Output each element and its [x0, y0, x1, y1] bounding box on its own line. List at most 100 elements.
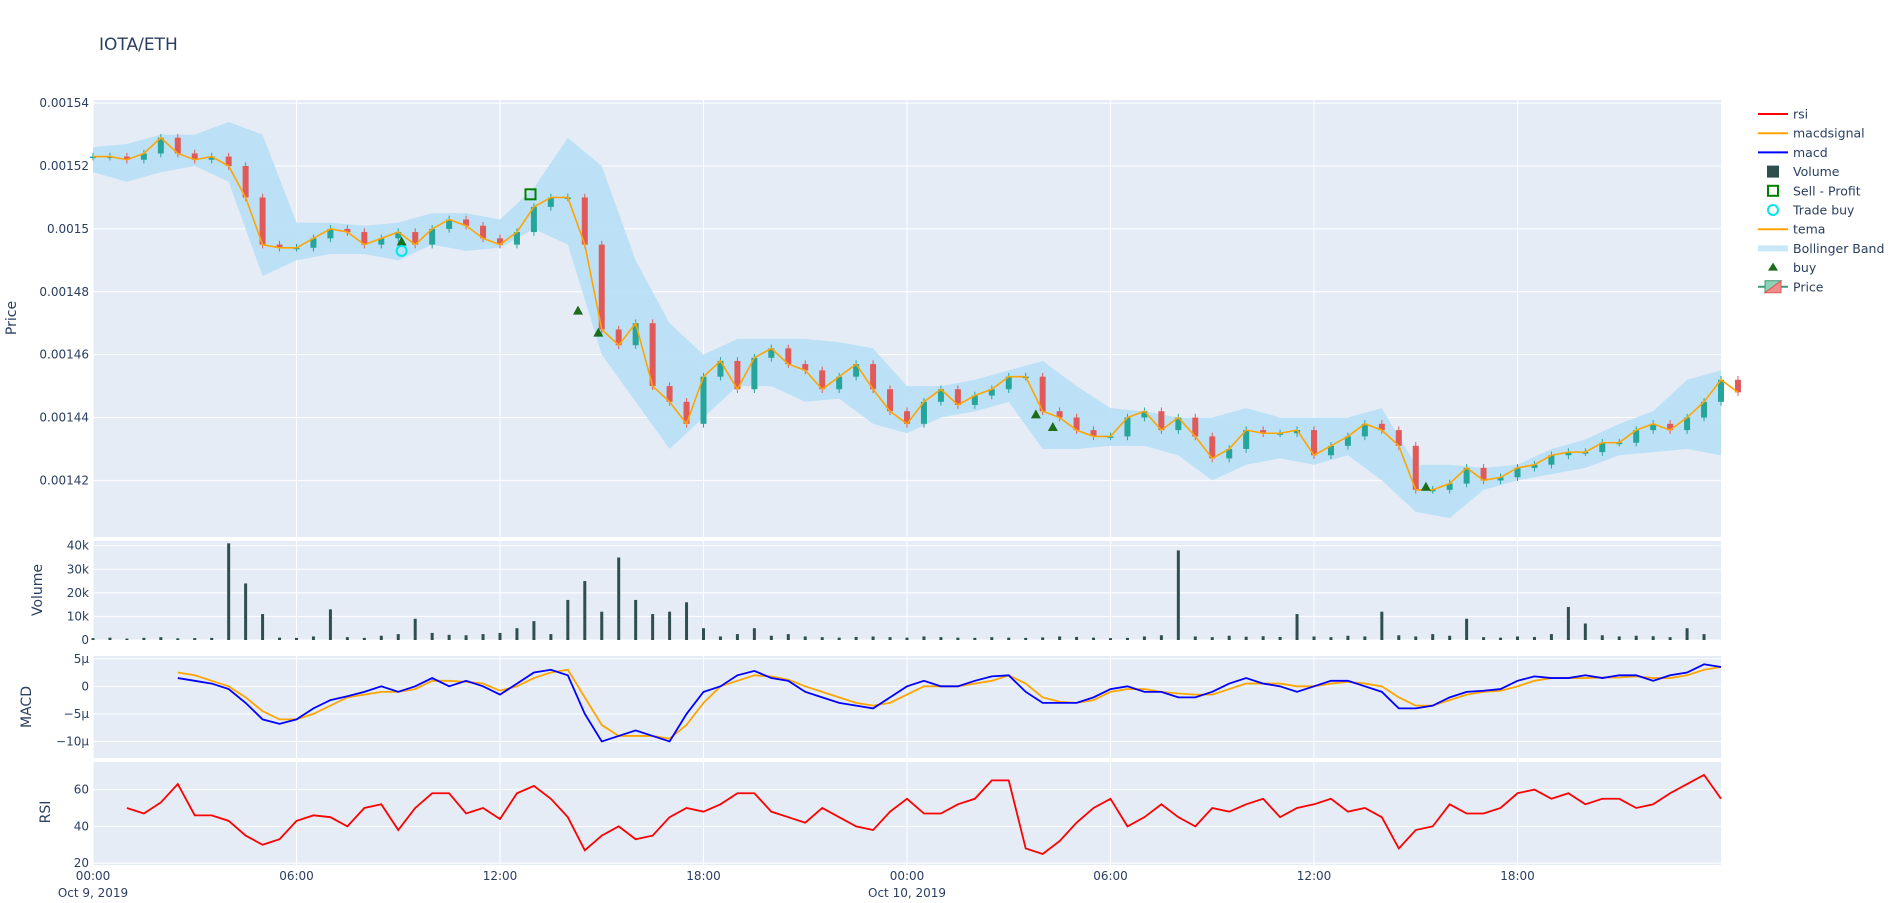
y-tick-label: 5µ: [74, 652, 90, 666]
volume-bar: [1583, 623, 1587, 640]
y-tick-label: 0.00148: [39, 285, 89, 299]
candle-body: [547, 197, 554, 207]
legend-candle-down-icon: [1763, 279, 1782, 294]
candle-body: [191, 153, 198, 160]
candle-body: [157, 137, 164, 154]
x-tick-label: 00:00: [76, 869, 111, 883]
buy-marker: [1047, 421, 1058, 431]
volume-bar: [1431, 634, 1435, 640]
legend-item-volume[interactable]: Volume: [1767, 164, 1840, 179]
candle-body: [751, 357, 758, 390]
volume-bar: [159, 637, 163, 640]
volume-bar: [1176, 550, 1180, 640]
y-tick-label: 0.0015: [47, 222, 89, 236]
y-axis-title-price: Price: [4, 301, 20, 335]
candle-body: [1039, 376, 1046, 412]
legend-item-trade-buy[interactable]: Trade buy: [1767, 203, 1855, 218]
y-tick-label: 0: [81, 679, 89, 693]
y-axis-title-macd: MACD: [19, 686, 35, 728]
legend-label: Volume: [1793, 164, 1840, 179]
volume-bar: [718, 636, 722, 640]
volume-bar: [617, 557, 621, 640]
y-tick-label: 0: [81, 633, 89, 647]
volume-bar: [1668, 637, 1672, 640]
volume-bar: [1651, 636, 1655, 640]
legend-item-buy[interactable]: buy: [1768, 260, 1817, 275]
buy-marker: [396, 236, 407, 246]
volume-bar: [1075, 636, 1079, 640]
volume-bar: [1109, 638, 1112, 640]
volume-bar: [1380, 611, 1384, 640]
legend-item-price[interactable]: Price: [1758, 279, 1824, 294]
legend-square-open-icon: [1767, 184, 1779, 197]
y-tick-label: 0.00144: [39, 411, 89, 425]
buy-marker: [573, 305, 584, 315]
volume-bar: [786, 634, 790, 640]
buy-marker: [1420, 481, 1431, 491]
candle-body: [1446, 483, 1453, 490]
y-tick-label: 20k: [67, 586, 89, 600]
y-tick-label: 0.00142: [39, 473, 89, 487]
candle-body: [768, 348, 775, 358]
candle-body: [463, 219, 470, 226]
volume-bar: [396, 634, 400, 640]
volume-bar: [1482, 637, 1486, 640]
legend[interactable]: rsi macdsignal macd Volume Sell - Profit Trad…: [1758, 107, 1884, 295]
volume-bar: [1346, 635, 1350, 640]
legend-item-macdsignal[interactable]: macdsignal: [1758, 126, 1865, 141]
volume-bar: [464, 635, 468, 640]
volume-bar: [566, 599, 570, 640]
volume-bar: [600, 611, 604, 640]
legend-item-macd[interactable]: macd: [1758, 145, 1828, 160]
volume-bar: [1125, 637, 1129, 640]
volume-bar: [752, 628, 756, 640]
tema-line: [93, 136, 1739, 491]
legend-label: macd: [1793, 145, 1828, 160]
legend-item-rsi[interactable]: rsi: [1758, 107, 1808, 122]
volume-bar: [854, 636, 858, 640]
candle-body: [1090, 430, 1097, 437]
buy-marker: [1030, 409, 1041, 419]
volume-bar: [1244, 636, 1248, 640]
x-tick-label: 12:00: [1297, 869, 1332, 883]
candle-body: [581, 197, 588, 245]
volume-bar: [1261, 636, 1265, 640]
legend-label: Sell - Profit: [1793, 183, 1861, 198]
volume-bar: [1499, 637, 1503, 640]
legend-band-icon: [1758, 245, 1788, 252]
legend-item-bollinger-band[interactable]: Bollinger Band: [1758, 241, 1884, 256]
volume-bar: [990, 637, 994, 640]
volume-bar: [1159, 635, 1163, 640]
candle-body: [1514, 467, 1521, 478]
volume-bar: [871, 636, 875, 640]
candle-body: [802, 364, 809, 371]
candle-body: [937, 389, 944, 402]
volume-bar: [1041, 637, 1045, 640]
candle-body: [1327, 445, 1334, 456]
candle-body: [208, 156, 215, 160]
candle-body: [1209, 436, 1216, 459]
y-tick-label: 0.00154: [39, 96, 89, 110]
candle-body: [480, 225, 487, 239]
volume-bar: [837, 637, 841, 640]
buy-marker: [593, 327, 604, 337]
candle-body: [819, 370, 826, 390]
candle-body: [853, 364, 860, 377]
volume-bar: [769, 635, 773, 640]
volume-bar: [413, 618, 417, 640]
volume-bar: [261, 614, 265, 640]
legend-item-tema[interactable]: tema: [1758, 222, 1825, 237]
plot-panels: 0.00142 0.00144 0.00146 0.00148 0.0015 0.0015…: [4, 96, 1741, 900]
candle-body: [1175, 417, 1182, 431]
volume-bar: [803, 636, 807, 640]
candle-body: [1463, 467, 1470, 484]
volume-bar: [311, 636, 315, 640]
legend-item-sell-profit[interactable]: Sell - Profit: [1767, 183, 1861, 198]
volume-bar: [1312, 636, 1316, 640]
candle-body: [412, 232, 419, 245]
candle-body: [1005, 376, 1012, 390]
volume-bar: [1007, 637, 1011, 640]
candle-body: [870, 364, 877, 390]
legend-label: tema: [1793, 222, 1825, 237]
candle-body: [887, 389, 894, 412]
